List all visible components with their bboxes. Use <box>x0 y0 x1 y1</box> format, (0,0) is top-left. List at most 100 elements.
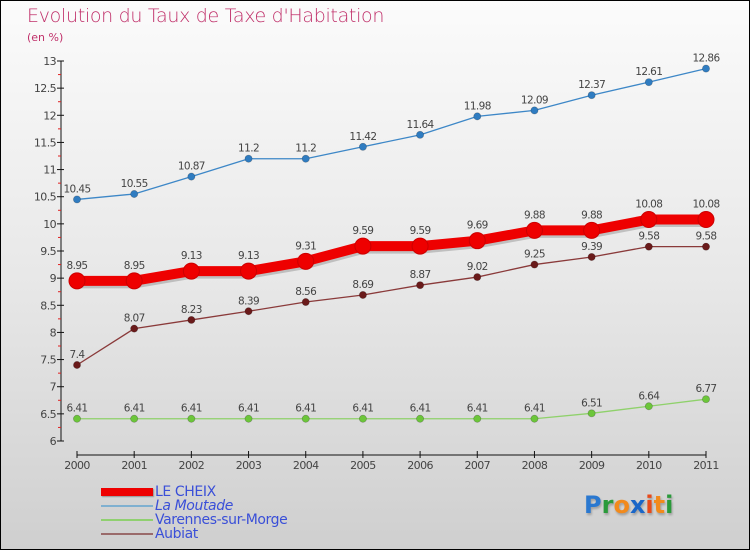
data-point <box>358 414 367 423</box>
series-line-la-moutade <box>76 67 707 201</box>
y-tick-label: 7 <box>50 381 57 394</box>
data-label: 9.39 <box>581 241 602 253</box>
data-label: 6.51 <box>581 397 602 409</box>
data-point <box>530 106 539 115</box>
data-point <box>583 221 601 239</box>
legend-item-varennes-sur-morge[interactable]: Varennes-sur-Morge <box>101 513 288 527</box>
y-tick-label: 11 <box>43 164 56 177</box>
legend-item-la-moutade[interactable]: La Moutade <box>101 499 287 513</box>
data-point <box>644 78 653 87</box>
data-label: 7.4 <box>70 349 86 361</box>
data-label: 6.77 <box>696 383 717 395</box>
data-point <box>73 361 81 369</box>
data-point <box>473 273 482 282</box>
data-point <box>587 409 596 418</box>
data-point <box>182 262 200 280</box>
data-point <box>297 252 315 270</box>
data-label: 9.58 <box>696 231 717 243</box>
legend-swatch <box>101 505 153 507</box>
data-label: 6.41 <box>124 403 145 415</box>
data-label: 6.41 <box>67 403 88 415</box>
x-tick-label: 2008 <box>522 459 548 472</box>
data-point <box>416 281 425 290</box>
y-tick-label: 6.5 <box>40 408 56 421</box>
data-point <box>358 291 367 299</box>
y-tick-label: 8 <box>50 326 57 339</box>
data-point <box>68 272 86 290</box>
data-labels-layer: 10.45 10.55 10.87 11.2 11.2 11.42 11.64 11.98 12… <box>63 53 721 415</box>
x-tick-label: 2004 <box>293 459 319 472</box>
data-label: 6.41 <box>467 403 488 415</box>
data-label: 6.41 <box>295 403 316 415</box>
logo-letter: x <box>629 491 646 519</box>
data-label: 8.69 <box>352 279 373 291</box>
data-point <box>130 324 139 333</box>
data-label: 12.61 <box>635 66 662 78</box>
data-point <box>411 237 429 255</box>
data-point <box>187 172 196 181</box>
x-tick-label: 2010 <box>636 459 662 472</box>
legend-item-le-cheix[interactable]: LE CHEIX <box>101 485 287 499</box>
data-point <box>244 154 253 163</box>
data-label: 10.08 <box>635 199 662 211</box>
data-point <box>468 232 486 250</box>
data-label: 11.64 <box>407 119 435 131</box>
data-label: 8.39 <box>238 295 259 307</box>
x-tick-label: 2002 <box>179 459 205 472</box>
x-tick-label: 2007 <box>464 459 490 472</box>
data-point <box>702 395 710 404</box>
y-tick-label: 10 <box>43 218 56 231</box>
data-point <box>187 414 196 423</box>
data-label: 6.64 <box>638 390 660 402</box>
y-tick-label: 13 <box>43 55 56 68</box>
series-line-le-cheix <box>77 214 706 286</box>
data-point <box>73 414 81 423</box>
data-label: 11.98 <box>464 100 491 112</box>
data-point <box>473 414 482 423</box>
legend-swatch <box>101 533 153 535</box>
series-line-varennes-sur-morge <box>77 398 707 420</box>
data-label: 11.2 <box>238 143 259 155</box>
data-label: 12.09 <box>521 94 548 106</box>
data-label: 6.41 <box>524 403 545 415</box>
data-label: 8.07 <box>124 313 145 325</box>
data-label: 9.88 <box>581 209 602 221</box>
data-point <box>416 130 425 139</box>
logo-letter: i <box>645 491 654 519</box>
y-tick-label: 12.5 <box>34 82 57 95</box>
series-layer <box>68 64 715 423</box>
data-label: 10.08 <box>692 199 719 211</box>
data-label: 11.42 <box>349 131 376 143</box>
data-label: 9.59 <box>352 225 373 237</box>
y-tick-label: 12 <box>43 109 56 122</box>
data-point <box>354 237 372 255</box>
x-tick-label: 2006 <box>407 459 433 472</box>
chart-subtitle: (en %) <box>27 31 64 44</box>
data-point <box>644 402 653 411</box>
axes: 6 6.5 7 7.5 8 8.5 9 9.5 10 10.5 11 11.5 12 12.5 13 2000… <box>34 55 719 472</box>
legend-label: LE CHEIX <box>155 484 216 500</box>
legend-item-aubiat[interactable]: Aubiat <box>101 527 287 541</box>
data-point <box>416 414 425 423</box>
legend: LE CHEIX La Moutade Varennes-sur-Morge A… <box>101 485 288 541</box>
y-tick-label: 8.5 <box>40 299 56 312</box>
y-tick-label: 10.5 <box>34 191 57 204</box>
data-label: 6.41 <box>181 403 202 415</box>
data-label: 10.87 <box>178 161 205 173</box>
data-label: 9.25 <box>524 249 545 261</box>
data-label: 8.95 <box>67 260 88 272</box>
data-point <box>301 414 310 423</box>
x-tick-label: 2000 <box>64 459 90 472</box>
chart-title: Evolution du Taux de Taxe d'Habitation <box>27 5 385 27</box>
logo-letter: i <box>665 491 674 519</box>
x-tick-label: 2003 <box>236 459 262 472</box>
data-label: 10.45 <box>63 183 90 195</box>
y-tick-label: 11.5 <box>34 136 57 149</box>
data-label: 9.58 <box>638 231 659 243</box>
data-label: 9.31 <box>295 240 316 252</box>
data-point <box>640 211 658 229</box>
data-point <box>530 414 539 423</box>
data-point <box>130 414 139 423</box>
data-label: 6.41 <box>352 403 373 415</box>
